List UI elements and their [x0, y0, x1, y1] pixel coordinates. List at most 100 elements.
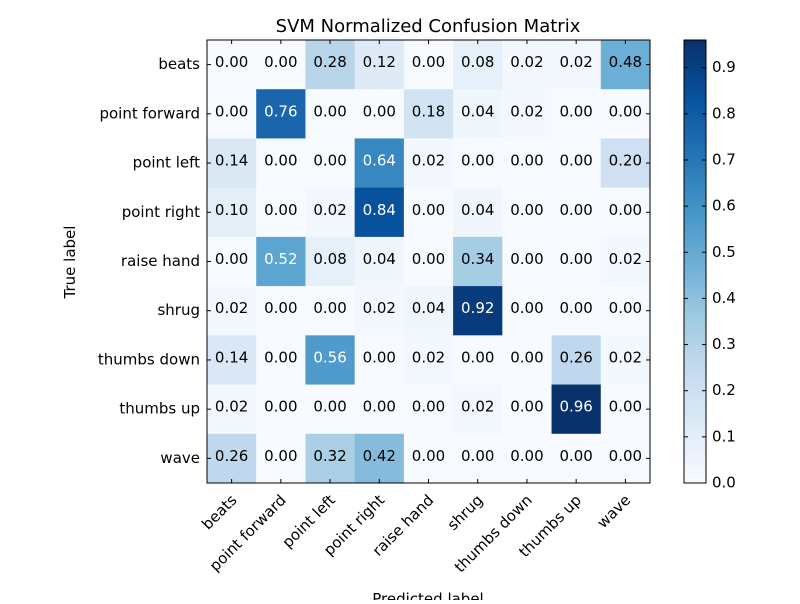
heatmap-cell: [502, 384, 553, 435]
cell-value-label: 0.00: [264, 398, 297, 416]
cell-value-label: 0.00: [510, 447, 543, 465]
heatmap-cell: [453, 286, 503, 336]
colorbar-tick-label: 0.0: [712, 474, 736, 492]
cell-value-label: 0.04: [363, 250, 396, 268]
heatmap-cell: [207, 40, 257, 90]
cell-value-label: 0.00: [510, 152, 543, 170]
heatmap-cell: [207, 335, 257, 386]
heatmap-cell: [354, 433, 405, 484]
y-tick-label: thumbs down: [98, 350, 200, 368]
heatmap-cell: [453, 40, 503, 90]
heatmap-cell: [403, 138, 454, 189]
heatmap-cell: [354, 286, 405, 336]
cell-value-label: 0.64: [363, 152, 396, 170]
y-tick-label: beats: [158, 55, 200, 73]
heatmap-cell: [207, 384, 257, 435]
heatmap-cell: [403, 384, 454, 435]
cell-value-label: 0.00: [264, 299, 297, 317]
heatmap-cell: [256, 138, 306, 189]
y-tick-label: raise hand: [121, 252, 200, 270]
cell-value-label: 0.02: [510, 102, 543, 120]
cell-value-label: 0.00: [609, 201, 642, 219]
cell-value-label: 0.00: [510, 201, 543, 219]
chart-title: SVM Normalized Confusion Matrix: [276, 16, 581, 37]
colorbar-tick-label: 0.3: [712, 335, 736, 353]
heatmap-cell: [354, 187, 405, 238]
cell-value-label: 0.00: [510, 299, 543, 317]
colorbar-tick-label: 0.7: [712, 150, 736, 168]
cell-value-label: 0.00: [412, 201, 445, 219]
heatmap-cell: [354, 138, 405, 189]
heatmap-cell: [256, 433, 306, 484]
y-axis-label: True label: [61, 226, 79, 300]
colorbar-gradient: [683, 39, 707, 484]
x-tick-label: shrug: [444, 491, 487, 534]
y-tick-label: wave: [160, 449, 200, 467]
heatmap-cell: [256, 384, 306, 435]
cell-value-label: 0.14: [215, 152, 248, 170]
heatmap-cell: [403, 236, 454, 287]
heatmap-cell: [207, 89, 257, 139]
cell-value-label: 0.00: [313, 102, 346, 120]
cell-value-label: 0.00: [559, 201, 592, 219]
heatmap-cell: [207, 286, 257, 336]
heatmap-cell: [551, 335, 602, 386]
cell-value-label: 0.00: [510, 348, 543, 366]
heatmap-cell: [502, 236, 553, 287]
heatmap-cell: [207, 236, 257, 287]
cell-value-label: 0.00: [363, 398, 396, 416]
heatmap-cell: [305, 433, 356, 484]
cell-value-label: 0.56: [313, 348, 346, 366]
cell-value-label: 0.02: [215, 398, 248, 416]
heatmap-cell: [305, 286, 356, 336]
heatmap-cell: [256, 89, 306, 139]
heatmap-cell: [207, 138, 257, 189]
heatmap-cell: [551, 286, 602, 336]
cell-value-label: 0.00: [363, 102, 396, 120]
cell-value-label: 0.52: [264, 250, 297, 268]
heatmap-cell: [600, 433, 651, 484]
colorbar-tick-label: 0.2: [712, 381, 736, 399]
heatmap-cell: [354, 384, 405, 435]
cell-value-label: 0.02: [559, 53, 592, 71]
heatmap-cell: [207, 433, 257, 484]
cell-value-label: 0.18: [412, 102, 445, 120]
y-tick-label: thumbs up: [119, 400, 200, 418]
heatmap-cell: [256, 187, 306, 238]
heatmap-cell: [600, 335, 651, 386]
cell-value-label: 0.00: [215, 53, 248, 71]
cell-value-label: 0.12: [363, 53, 396, 71]
y-tick-labels: beats point forward point left point right r…: [98, 55, 650, 467]
x-tick-label: wave: [594, 491, 635, 532]
y-tick-label: shrug: [157, 301, 200, 319]
heatmap-cell: [354, 236, 405, 287]
cell-value-label: 0.00: [559, 447, 592, 465]
heatmap-cell: [502, 40, 553, 90]
heatmap-cell: [551, 236, 602, 287]
cell-value-label: 0.48: [609, 53, 642, 71]
heatmap-cell: [502, 335, 553, 386]
heatmap-cell: [256, 40, 306, 90]
colorbar: 0.0 0.1 0.2 0.3 0.4 0.5 0.6 0.7 0.8 0.9: [683, 39, 736, 492]
cell-value-label: 0.76: [264, 102, 297, 120]
cell-value-label: 0.26: [559, 348, 592, 366]
heatmap-cell: [551, 89, 602, 139]
heatmap-cell: [453, 187, 503, 238]
heatmap-cell: [551, 433, 602, 484]
heatmap-cell: [453, 89, 503, 139]
cell-value-label: 0.00: [559, 299, 592, 317]
cell-value-label: 0.00: [313, 299, 346, 317]
heatmap-cell: [600, 236, 651, 287]
heatmap-cell: [600, 384, 651, 435]
cell-value-label: 0.14: [215, 348, 248, 366]
cell-value-label: 0.00: [559, 102, 592, 120]
cell-value-label: 0.00: [461, 152, 494, 170]
y-tick-label: point forward: [99, 104, 200, 122]
cell-value-label: 0.00: [412, 447, 445, 465]
cell-value-label: 0.92: [461, 299, 494, 317]
cell-value-label: 0.00: [215, 250, 248, 268]
heatmap-cell: [453, 236, 503, 287]
cell-value-label: 0.02: [215, 299, 248, 317]
heatmap-cell: [403, 40, 454, 90]
